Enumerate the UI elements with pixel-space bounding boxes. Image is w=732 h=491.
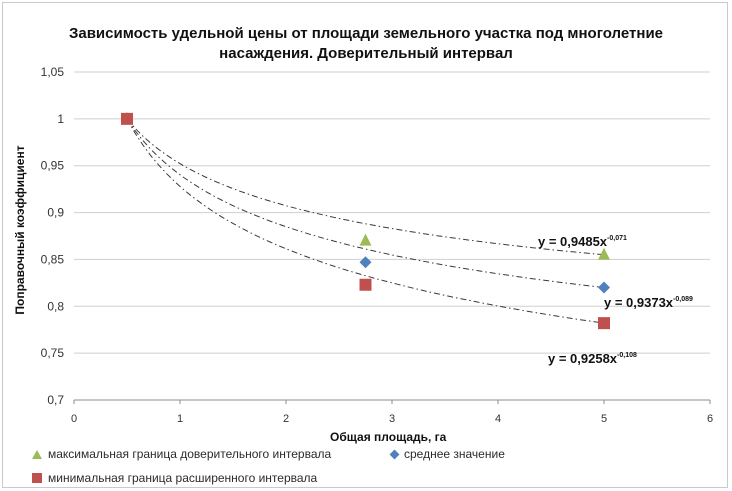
trend-equation-0: y = 0,9485x-0,071 [538, 234, 627, 249]
trend-equation-main: y = 0,9373x [604, 295, 674, 310]
x-tick-label: 1 [177, 413, 183, 425]
y-tick-label: 0,9 [47, 206, 64, 220]
trend-equation-exponent: -0,108 [617, 352, 637, 359]
trend-equation-1: y = 0,9373x-0,089 [604, 295, 693, 310]
x-tick-label: 2 [283, 413, 289, 425]
square-marker-icon [32, 473, 42, 483]
data-point-triangle [598, 247, 610, 260]
legend-label-mean: среднее значение [404, 447, 505, 461]
data-point-diamond [359, 256, 372, 269]
trend-equation-main: y = 0,9485x [538, 234, 608, 249]
y-axis-label-text: Поправочный коэффициент [13, 145, 27, 315]
x-tick-label: 6 [707, 413, 713, 425]
data-point-square [598, 317, 610, 330]
legend-label-max: максимальная граница доверительного инте… [48, 447, 332, 461]
data-point-triangle [359, 233, 372, 246]
legend-item-max: максимальная граница доверительного инте… [32, 447, 331, 461]
legend-label-min: минимальная граница расширенного интерва… [48, 471, 318, 485]
x-tick-label: 0 [71, 413, 77, 425]
trend-equation-main: y = 0,9258x [548, 351, 618, 366]
data-point-square [359, 278, 372, 291]
trendline-1 [126, 118, 605, 288]
x-tick-label: 5 [601, 413, 607, 425]
y-tick-label: 0,95 [41, 159, 65, 173]
trend-equation-exponent: -0,089 [673, 296, 693, 303]
x-tick-label: 3 [389, 413, 395, 425]
data-point-square [121, 112, 133, 125]
trendline-0 [126, 118, 605, 256]
legend-item-mean: среднее значение [389, 447, 505, 461]
chart-title-line-2: насаждения. Доверительный интервал [219, 45, 513, 62]
trend-equation-2: y = 0,9258x-0,108 [548, 351, 637, 366]
x-axis-label: Общая площадь, га [330, 430, 447, 444]
chart-title-line-1: Зависимость удельной цены от площади зем… [68, 25, 664, 42]
y-tick-label: 0,85 [41, 252, 65, 266]
y-tick-label: 0,75 [41, 346, 65, 360]
y-tick-label: 0,8 [47, 299, 64, 313]
y-tick-label: 0,7 [47, 393, 64, 407]
trend-equation-exponent: -0,071 [607, 235, 627, 242]
legend-item-min: минимальная граница расширенного интерва… [32, 471, 317, 485]
diamond-marker-icon [389, 449, 400, 459]
y-tick-label: 1,05 [41, 65, 65, 79]
trendline-2 [126, 118, 605, 324]
triangle-marker-icon [32, 449, 42, 459]
data-point-diamond [598, 281, 610, 294]
y-tick-label: 1 [57, 112, 64, 126]
x-tick-label: 4 [495, 413, 501, 425]
